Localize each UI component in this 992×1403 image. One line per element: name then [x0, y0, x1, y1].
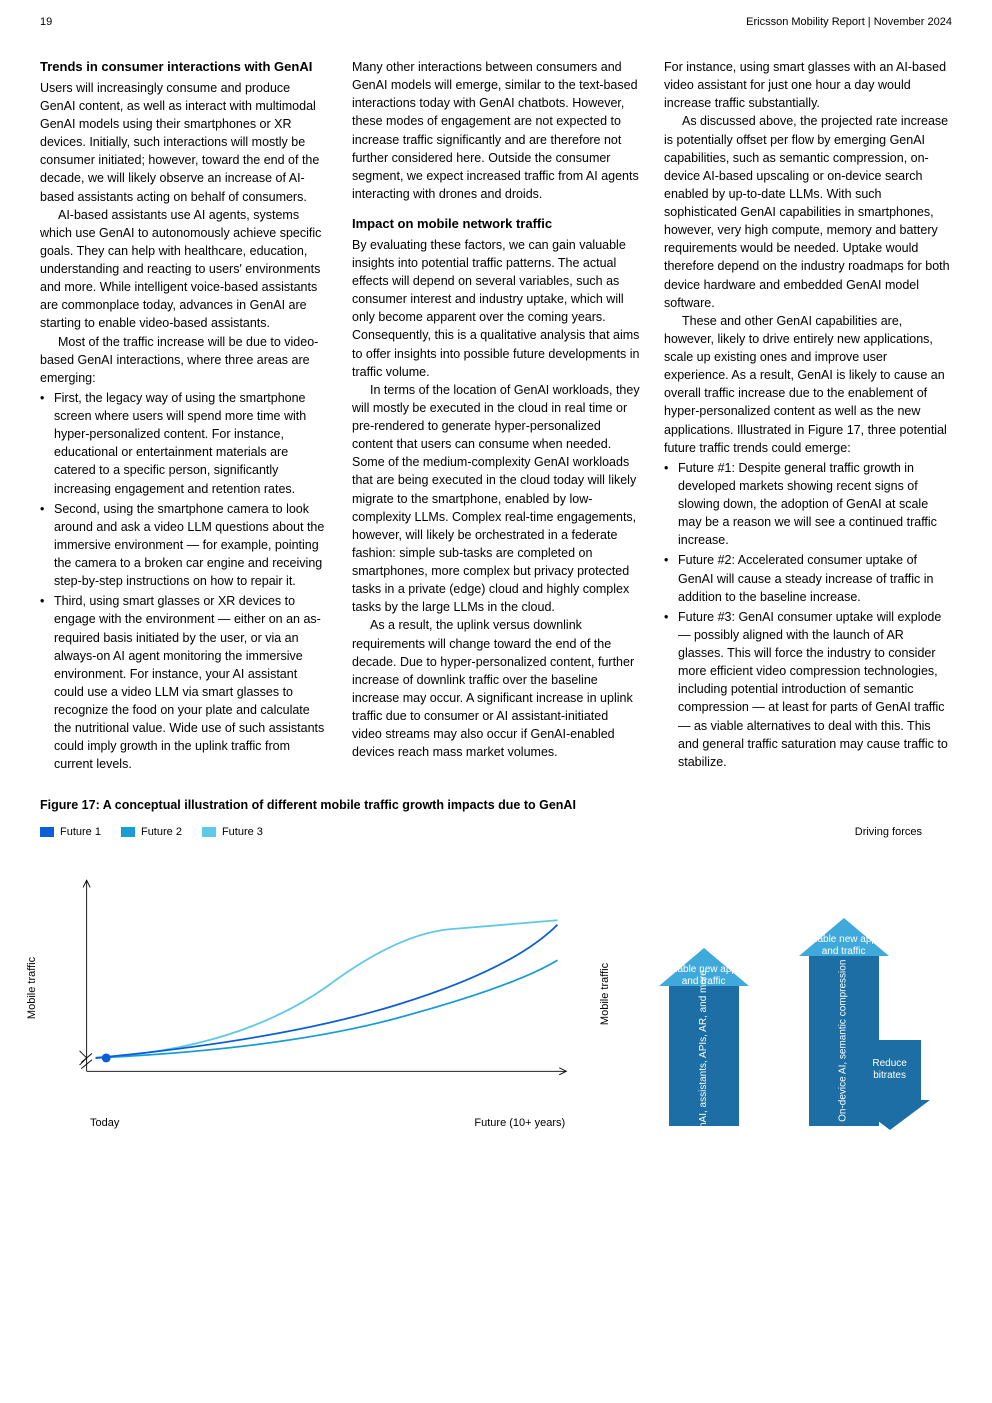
arrow-up-2: Enable new apps and traffic On-device AI… [794, 918, 894, 1126]
column-1: Trends in consumer interactions with Gen… [40, 58, 328, 776]
main-content: Trends in consumer interactions with Gen… [0, 38, 992, 776]
arrow-down-head-icon [850, 1100, 930, 1130]
figure-title: Figure 17: A conceptual illustration of … [40, 798, 952, 812]
legend-item: Future 3 [202, 826, 263, 838]
arrow-body-text: On-device AI, semantic compression [838, 959, 850, 1121]
doc-title: Ericsson Mobility Report | November 2024 [746, 16, 952, 28]
column-2: Many other interactions between consumer… [352, 58, 640, 776]
legend-swatch [202, 827, 216, 837]
list-item: Future #2: Accelerated consumer uptake o… [664, 551, 952, 605]
col3-p1: For instance, using smart glasses with a… [664, 58, 952, 112]
col1-heading: Trends in consumer interactions with Gen… [40, 58, 328, 77]
page-number: 19 [40, 16, 52, 28]
arrow-body: GenAI, assistants, APIs, AR, and more [669, 986, 739, 1126]
list-item: Third, using smart glasses or XR devices… [40, 592, 328, 773]
list-item: Future #3: GenAI consumer uptake will ex… [664, 608, 952, 771]
series-future3 [96, 920, 558, 1058]
col1-bullets: First, the legacy way of using the smart… [40, 389, 328, 774]
chart-legend: Future 1 Future 2 Future 3 [40, 826, 575, 838]
legend-label: Future 2 [141, 826, 182, 838]
arrow-down-body: Reduce bitrates [859, 1040, 921, 1100]
arrow-body-text: GenAI, assistants, APIs, AR, and more [698, 970, 710, 1141]
col1-p2: AI-based assistants use AI agents, syste… [40, 206, 328, 333]
chart-svg [60, 848, 575, 1108]
arrow-down-text: Reduce bitrates [859, 1058, 921, 1082]
x-start: Today [90, 1117, 119, 1129]
col2-heading: Impact on mobile network traffic [352, 215, 640, 234]
x-end: Future (10+ years) [474, 1117, 565, 1129]
col3-p3: These and other GenAI capabilities are, … [664, 312, 952, 457]
arrow-down: Reduce bitrates [850, 1040, 930, 1130]
col1-p1: Users will increasingly consume and prod… [40, 79, 328, 206]
legend-item: Future 2 [121, 826, 182, 838]
text-columns: Trends in consumer interactions with Gen… [40, 58, 952, 776]
list-item: Second, using the smartphone camera to l… [40, 500, 328, 591]
traffic-chart: Future 1 Future 2 Future 3 Mobile traffi… [40, 826, 575, 1129]
col1-p3: Most of the traffic increase will be due… [40, 333, 328, 387]
col2-p4: As a result, the uplink versus downlink … [352, 616, 640, 761]
legend-label: Future 1 [60, 826, 101, 838]
arrow-up-1: Enable new apps and traffic GenAI, assis… [654, 948, 754, 1126]
series-future2 [96, 960, 558, 1058]
chart-xlabels: Today Future (10+ years) [60, 1113, 575, 1129]
list-item: Future #1: Despite general traffic growt… [664, 459, 952, 550]
list-item: First, the legacy way of using the smart… [40, 389, 328, 498]
legend-swatch [121, 827, 135, 837]
forces-ylabel: Mobile traffic [599, 963, 611, 1025]
driving-forces: Driving forces Mobile traffic Enable new… [595, 826, 952, 1126]
chart-start-dot [102, 1053, 111, 1062]
col2-p2: By evaluating these factors, we can gain… [352, 236, 640, 381]
col2-p3: In terms of the location of GenAI worklo… [352, 381, 640, 617]
legend-swatch [40, 827, 54, 837]
legend-item: Future 1 [40, 826, 101, 838]
chart-ylabel: Mobile traffic [26, 957, 38, 1019]
forces-title: Driving forces [855, 826, 922, 838]
legend-label: Future 3 [222, 826, 263, 838]
page-header: 19 Ericsson Mobility Report | November 2… [0, 0, 992, 38]
col3-p2: As discussed above, the projected rate i… [664, 112, 952, 311]
col3-bullets: Future #1: Despite general traffic growt… [664, 459, 952, 771]
col2-p1: Many other interactions between consumer… [352, 58, 640, 203]
arrow-top-text: Enable new apps and traffic [799, 934, 889, 958]
figure-17: Figure 17: A conceptual illustration of … [0, 776, 992, 1159]
figure-row: Future 1 Future 2 Future 3 Mobile traffi… [40, 826, 952, 1129]
column-3: For instance, using smart glasses with a… [664, 58, 952, 776]
